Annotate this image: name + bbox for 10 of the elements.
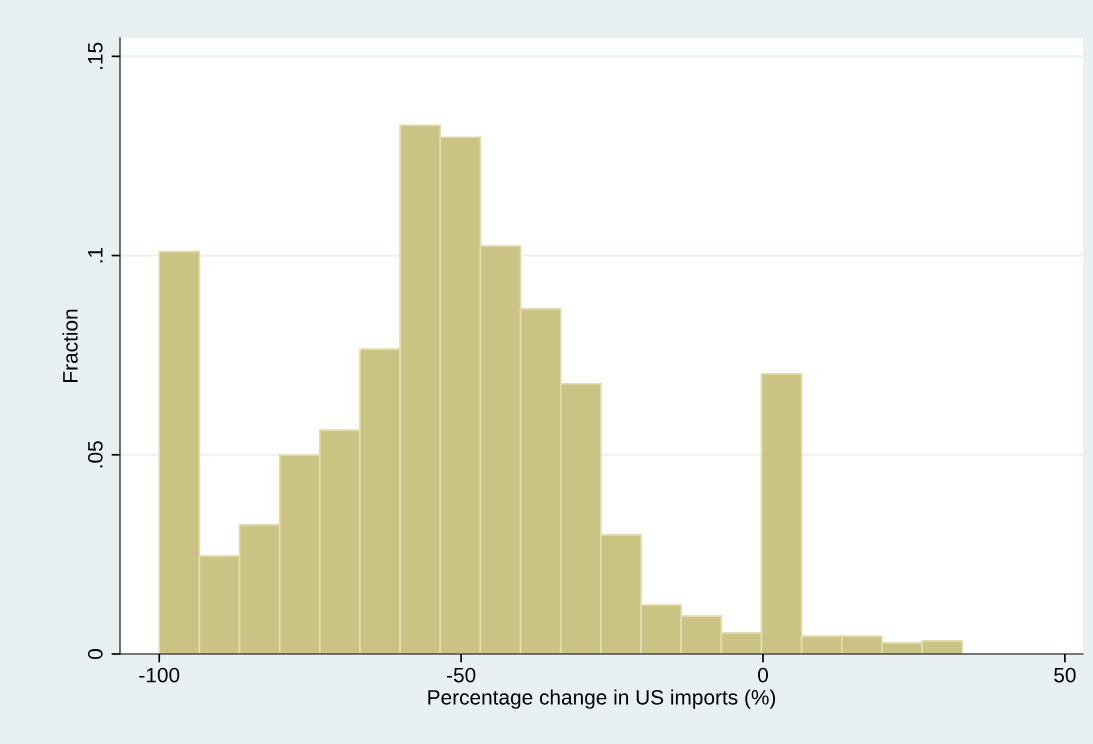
y-tick-label: .1 [88,247,103,263]
x-tick-label: -50 [447,667,476,683]
y-axis-title: Fraction [62,309,78,382]
x-tick-label: -100 [139,667,180,683]
x-tick-label: 50 [1054,667,1076,683]
y-tick-label: .05 [87,441,103,468]
x-axis-title: Percentage change in US imports (%) [428,689,776,709]
x-tick-label: 0 [758,667,768,683]
y-tick-label: .15 [88,42,103,69]
y-tick-label: 0 [87,649,103,659]
